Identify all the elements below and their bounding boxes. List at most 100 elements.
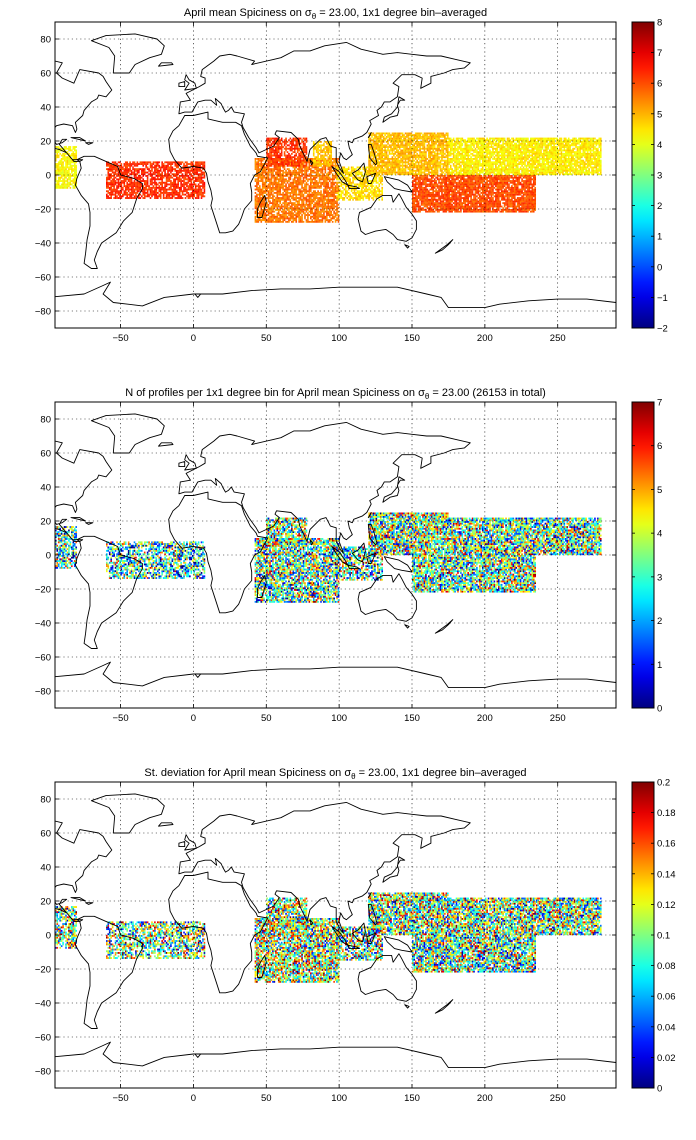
data-cell (320, 192, 322, 194)
data-cell (276, 175, 279, 177)
data-cell (260, 214, 263, 216)
data-cell (184, 168, 187, 171)
data-cell (369, 144, 372, 147)
data-cell (292, 171, 295, 174)
data-cell (199, 180, 201, 182)
data-cell (429, 132, 432, 135)
data-cell (191, 164, 194, 167)
data-cell (199, 163, 201, 165)
data-cell (186, 178, 188, 181)
data-cell (336, 178, 338, 181)
data-cell (261, 181, 264, 184)
data-cell (391, 161, 394, 164)
data-cell (407, 144, 410, 147)
data-cell (428, 161, 430, 164)
data-cell (412, 158, 414, 160)
data-cell (337, 166, 340, 169)
data-cell (269, 197, 271, 199)
data-cell (320, 200, 322, 203)
data-cell (430, 152, 433, 155)
data-cell (146, 192, 149, 194)
data-cell (333, 217, 335, 220)
data-cell (413, 134, 416, 137)
data-cell (254, 185, 257, 188)
data-cell (178, 168, 181, 171)
data-cell (302, 210, 305, 213)
data-cell (162, 197, 165, 199)
data-cell (334, 161, 337, 164)
data-cell (308, 168, 311, 171)
data-cell (361, 178, 363, 181)
data-cell (409, 134, 411, 137)
data-cell (155, 161, 158, 164)
data-cell (110, 169, 112, 172)
data-cell (261, 193, 264, 196)
data-cell (272, 220, 274, 223)
data-cell (377, 141, 379, 143)
data-cell (119, 175, 121, 177)
data-cell (296, 147, 299, 150)
data-cell (326, 183, 328, 186)
data-cell (429, 156, 432, 159)
data-cell (305, 171, 308, 174)
data-cell (145, 186, 147, 189)
data-cell (317, 185, 319, 188)
data-cell (390, 141, 392, 143)
data-cell (286, 195, 289, 198)
data-cell (267, 212, 270, 215)
data-cell (289, 183, 292, 186)
data-cell (282, 205, 284, 208)
data-cell (171, 190, 174, 193)
data-cell (256, 186, 258, 189)
data-cell (270, 151, 273, 154)
data-cell (286, 151, 289, 154)
data-cell (154, 180, 156, 182)
data-cell (381, 147, 384, 150)
data-cell (304, 212, 306, 215)
data-cell (333, 181, 335, 184)
data-cell (305, 141, 308, 143)
data-cell (138, 168, 140, 171)
data-cell (318, 198, 321, 201)
data-cell (261, 171, 264, 174)
data-cell (174, 197, 177, 199)
data-cell (181, 169, 184, 172)
data-cell (259, 159, 261, 162)
data-cell (301, 209, 303, 211)
data-cell (409, 173, 411, 176)
data-cell (108, 163, 111, 165)
data-cell (193, 173, 196, 176)
data-cell (385, 168, 388, 171)
data-cell (127, 186, 130, 189)
data-cell (409, 163, 411, 165)
data-cell (340, 193, 343, 196)
data-cell (350, 169, 353, 172)
data-cell (368, 137, 370, 140)
data-cell (337, 181, 340, 184)
data-cell (56, 166, 59, 169)
data-cell (106, 190, 108, 193)
data-cell (349, 180, 351, 182)
data-cell (273, 158, 276, 160)
data-cell (178, 169, 181, 172)
data-cell (273, 175, 276, 177)
data-cell (403, 137, 405, 140)
data-cell (299, 188, 302, 191)
data-cell (69, 164, 72, 167)
data-cell (270, 220, 273, 223)
data-cell (372, 181, 375, 184)
data-cell (350, 168, 353, 171)
data-cell (314, 181, 316, 184)
data-cell (321, 173, 324, 176)
data-cell (323, 215, 325, 218)
data-cell (385, 171, 388, 174)
data-cell (400, 139, 402, 142)
data-cell (369, 142, 372, 145)
data-cell (170, 180, 172, 182)
data-cell (291, 164, 293, 167)
data-cell (385, 152, 388, 155)
data-cell (295, 147, 298, 150)
data-cell (108, 166, 111, 169)
data-cell (371, 197, 373, 199)
data-cell (398, 169, 401, 172)
